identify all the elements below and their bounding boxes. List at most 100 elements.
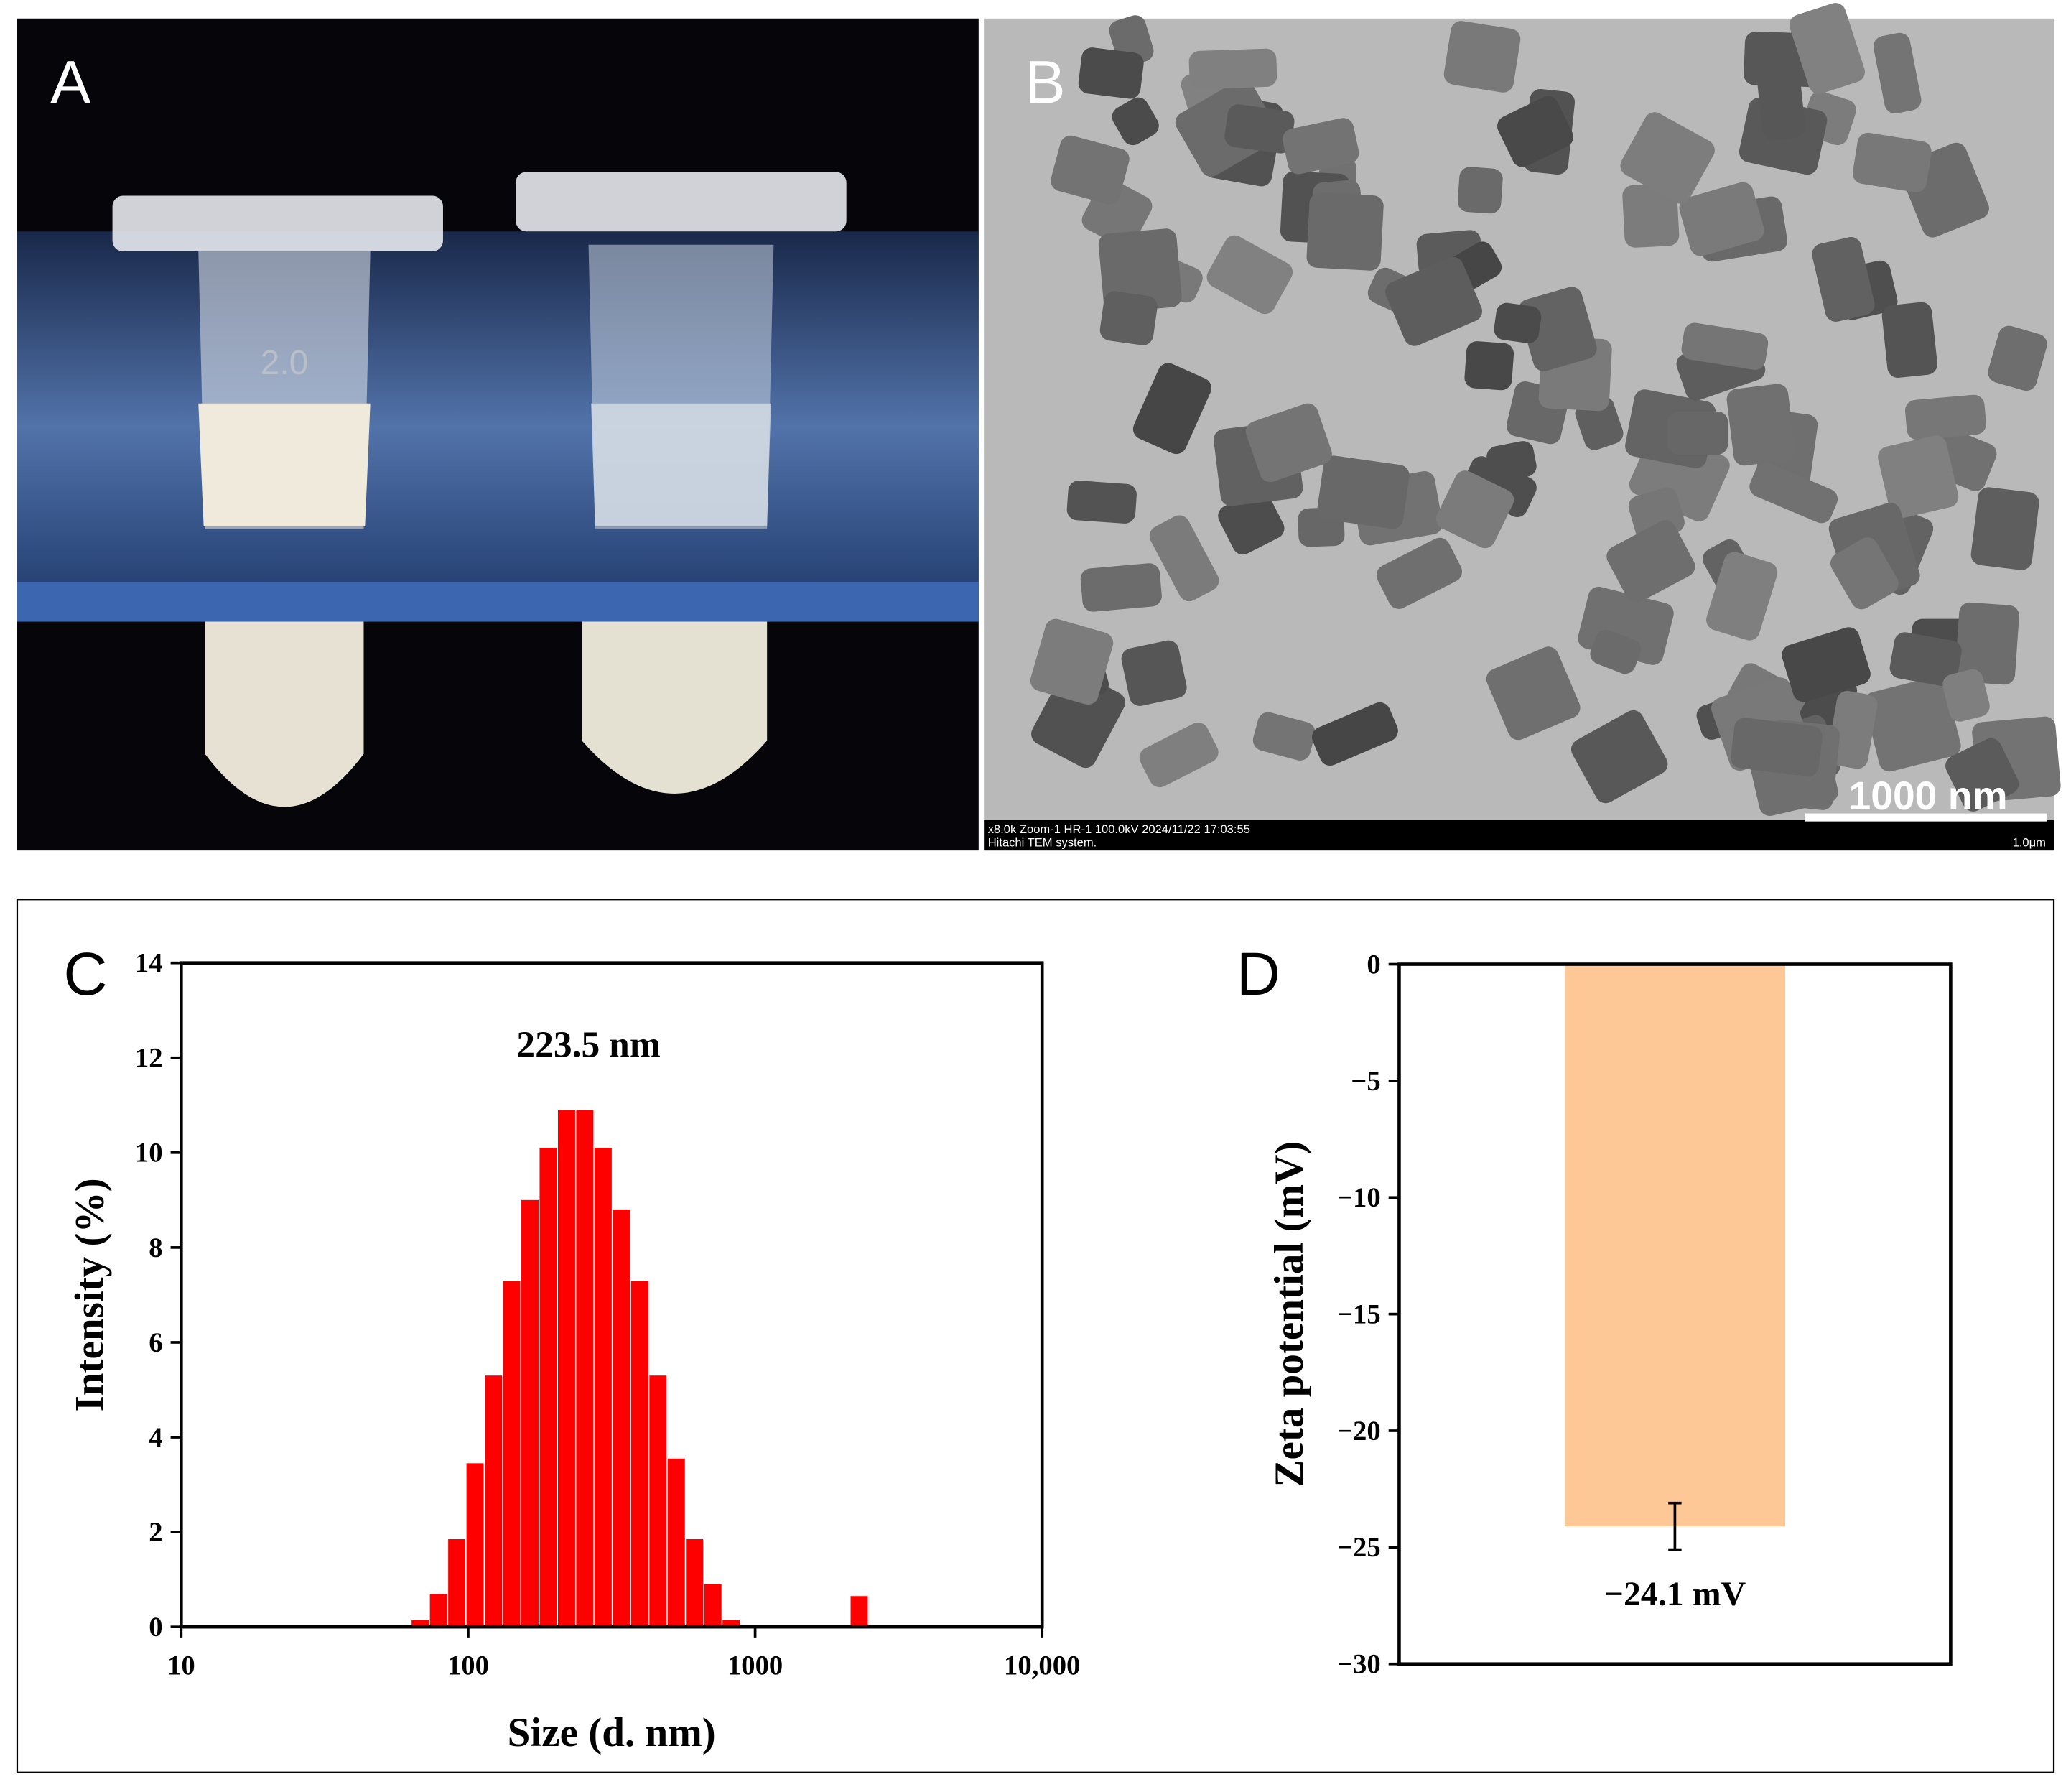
particle [1518, 287, 1597, 371]
x-tick-label: 1000 [727, 1651, 783, 1681]
bar [448, 1539, 466, 1628]
y-tick-label: 12 [135, 1044, 163, 1074]
particle [1945, 738, 2019, 812]
particle [1224, 104, 1295, 154]
particle [1464, 341, 1514, 391]
particle [1457, 167, 1503, 214]
particle [1955, 602, 2019, 685]
particle [1905, 394, 1986, 440]
bar [613, 1210, 630, 1628]
particle [1312, 702, 1398, 766]
panel-label: D [1237, 939, 1280, 1008]
particle [1149, 515, 1219, 602]
particle [1188, 48, 1277, 90]
plot-frame [1397, 962, 1953, 1666]
particle [1435, 470, 1514, 549]
y-axis-label: Zeta potential (mV) [1267, 1141, 1312, 1487]
tem-footer: 1000 nm x8.0k Zoom-1 HR-1 100.0kV 2024/1… [984, 48, 2054, 851]
particle [1245, 403, 1332, 483]
particle [1497, 96, 1574, 167]
y-tick-label: 2 [149, 1518, 162, 1548]
particle [1486, 441, 1537, 482]
photo-a: 2.0 A [17, 18, 979, 851]
error-bar [1668, 1501, 1682, 1551]
bar [686, 1539, 704, 1628]
particle [1486, 646, 1581, 741]
particle [1099, 291, 1158, 345]
x-tick-label: 10,000 [1004, 1651, 1080, 1681]
bar [466, 1463, 484, 1628]
y-tick-label: 14 [135, 949, 163, 979]
particle [1757, 71, 1805, 141]
photo-b [984, 3, 2061, 851]
y-tick-label: −30 [1337, 1650, 1381, 1680]
bar [630, 1281, 648, 1628]
particle [1881, 302, 1937, 379]
particle [1051, 135, 1130, 205]
bar [503, 1281, 521, 1628]
y-tick-label: −15 [1337, 1300, 1381, 1330]
y-tick-label: −20 [1337, 1416, 1381, 1447]
particle [1667, 411, 1728, 455]
particle [1864, 677, 1961, 772]
particle [1827, 690, 1878, 769]
particle [1782, 627, 1871, 702]
particle [1570, 710, 1668, 804]
particle [1098, 228, 1182, 312]
particle [1494, 302, 1542, 343]
bar [722, 1620, 740, 1628]
scale-bar-label: 1000 nm [1849, 774, 2008, 818]
particle [1749, 462, 1838, 524]
plot-frame [180, 961, 1044, 1629]
particle [1376, 537, 1463, 609]
particle [1317, 455, 1410, 529]
bar [485, 1375, 503, 1628]
tem-caption: x8.0k Zoom-1 HR-1 100.0kV 2024/11/22 17:… [988, 822, 1250, 836]
bar [521, 1199, 539, 1628]
particle [1206, 235, 1293, 315]
particle [1112, 97, 1159, 146]
y-tick-label: −5 [1351, 1067, 1380, 1097]
bar [576, 1110, 594, 1628]
particle [1078, 47, 1144, 99]
particle [1139, 722, 1219, 788]
y-tick-label: 4 [149, 1423, 162, 1453]
particle [1970, 487, 2039, 570]
particle [1443, 21, 1521, 93]
panel-label: B [1025, 48, 1066, 116]
particle [1706, 552, 1778, 641]
particle [1620, 112, 1715, 204]
particle [1878, 435, 1959, 519]
particle [1030, 618, 1114, 705]
panel-label: A [50, 48, 91, 116]
bar [557, 1110, 575, 1628]
particle [1789, 3, 1865, 94]
particle [1889, 632, 1962, 687]
particle [1283, 118, 1359, 175]
annotation: 223.5 nm [516, 1024, 661, 1065]
particle [1852, 132, 1932, 192]
bar [667, 1458, 685, 1628]
particle [1218, 489, 1285, 555]
particle [1385, 256, 1483, 346]
particle [1066, 481, 1137, 524]
particle [1812, 236, 1875, 322]
tem-caption: Hitachi TEM system. [988, 836, 1097, 850]
particle [1590, 629, 1642, 674]
y-tick-label: 10 [135, 1138, 163, 1169]
particle [1830, 537, 1899, 610]
x-tick-label: 10 [167, 1651, 195, 1681]
particle [1121, 640, 1187, 706]
particle [1679, 182, 1764, 256]
y-tick-label: 0 [1367, 950, 1380, 980]
x-tick-label: 100 [447, 1651, 489, 1681]
tem-caption: 1.0μm [2013, 836, 2046, 850]
x-axis-label: Size (d. nm) [508, 1710, 716, 1755]
y-tick-label: 6 [149, 1328, 162, 1358]
bar [850, 1596, 868, 1628]
panel-border [16, 899, 2055, 1773]
particle [1606, 520, 1695, 603]
particle [1252, 712, 1316, 761]
bar [594, 1148, 612, 1628]
